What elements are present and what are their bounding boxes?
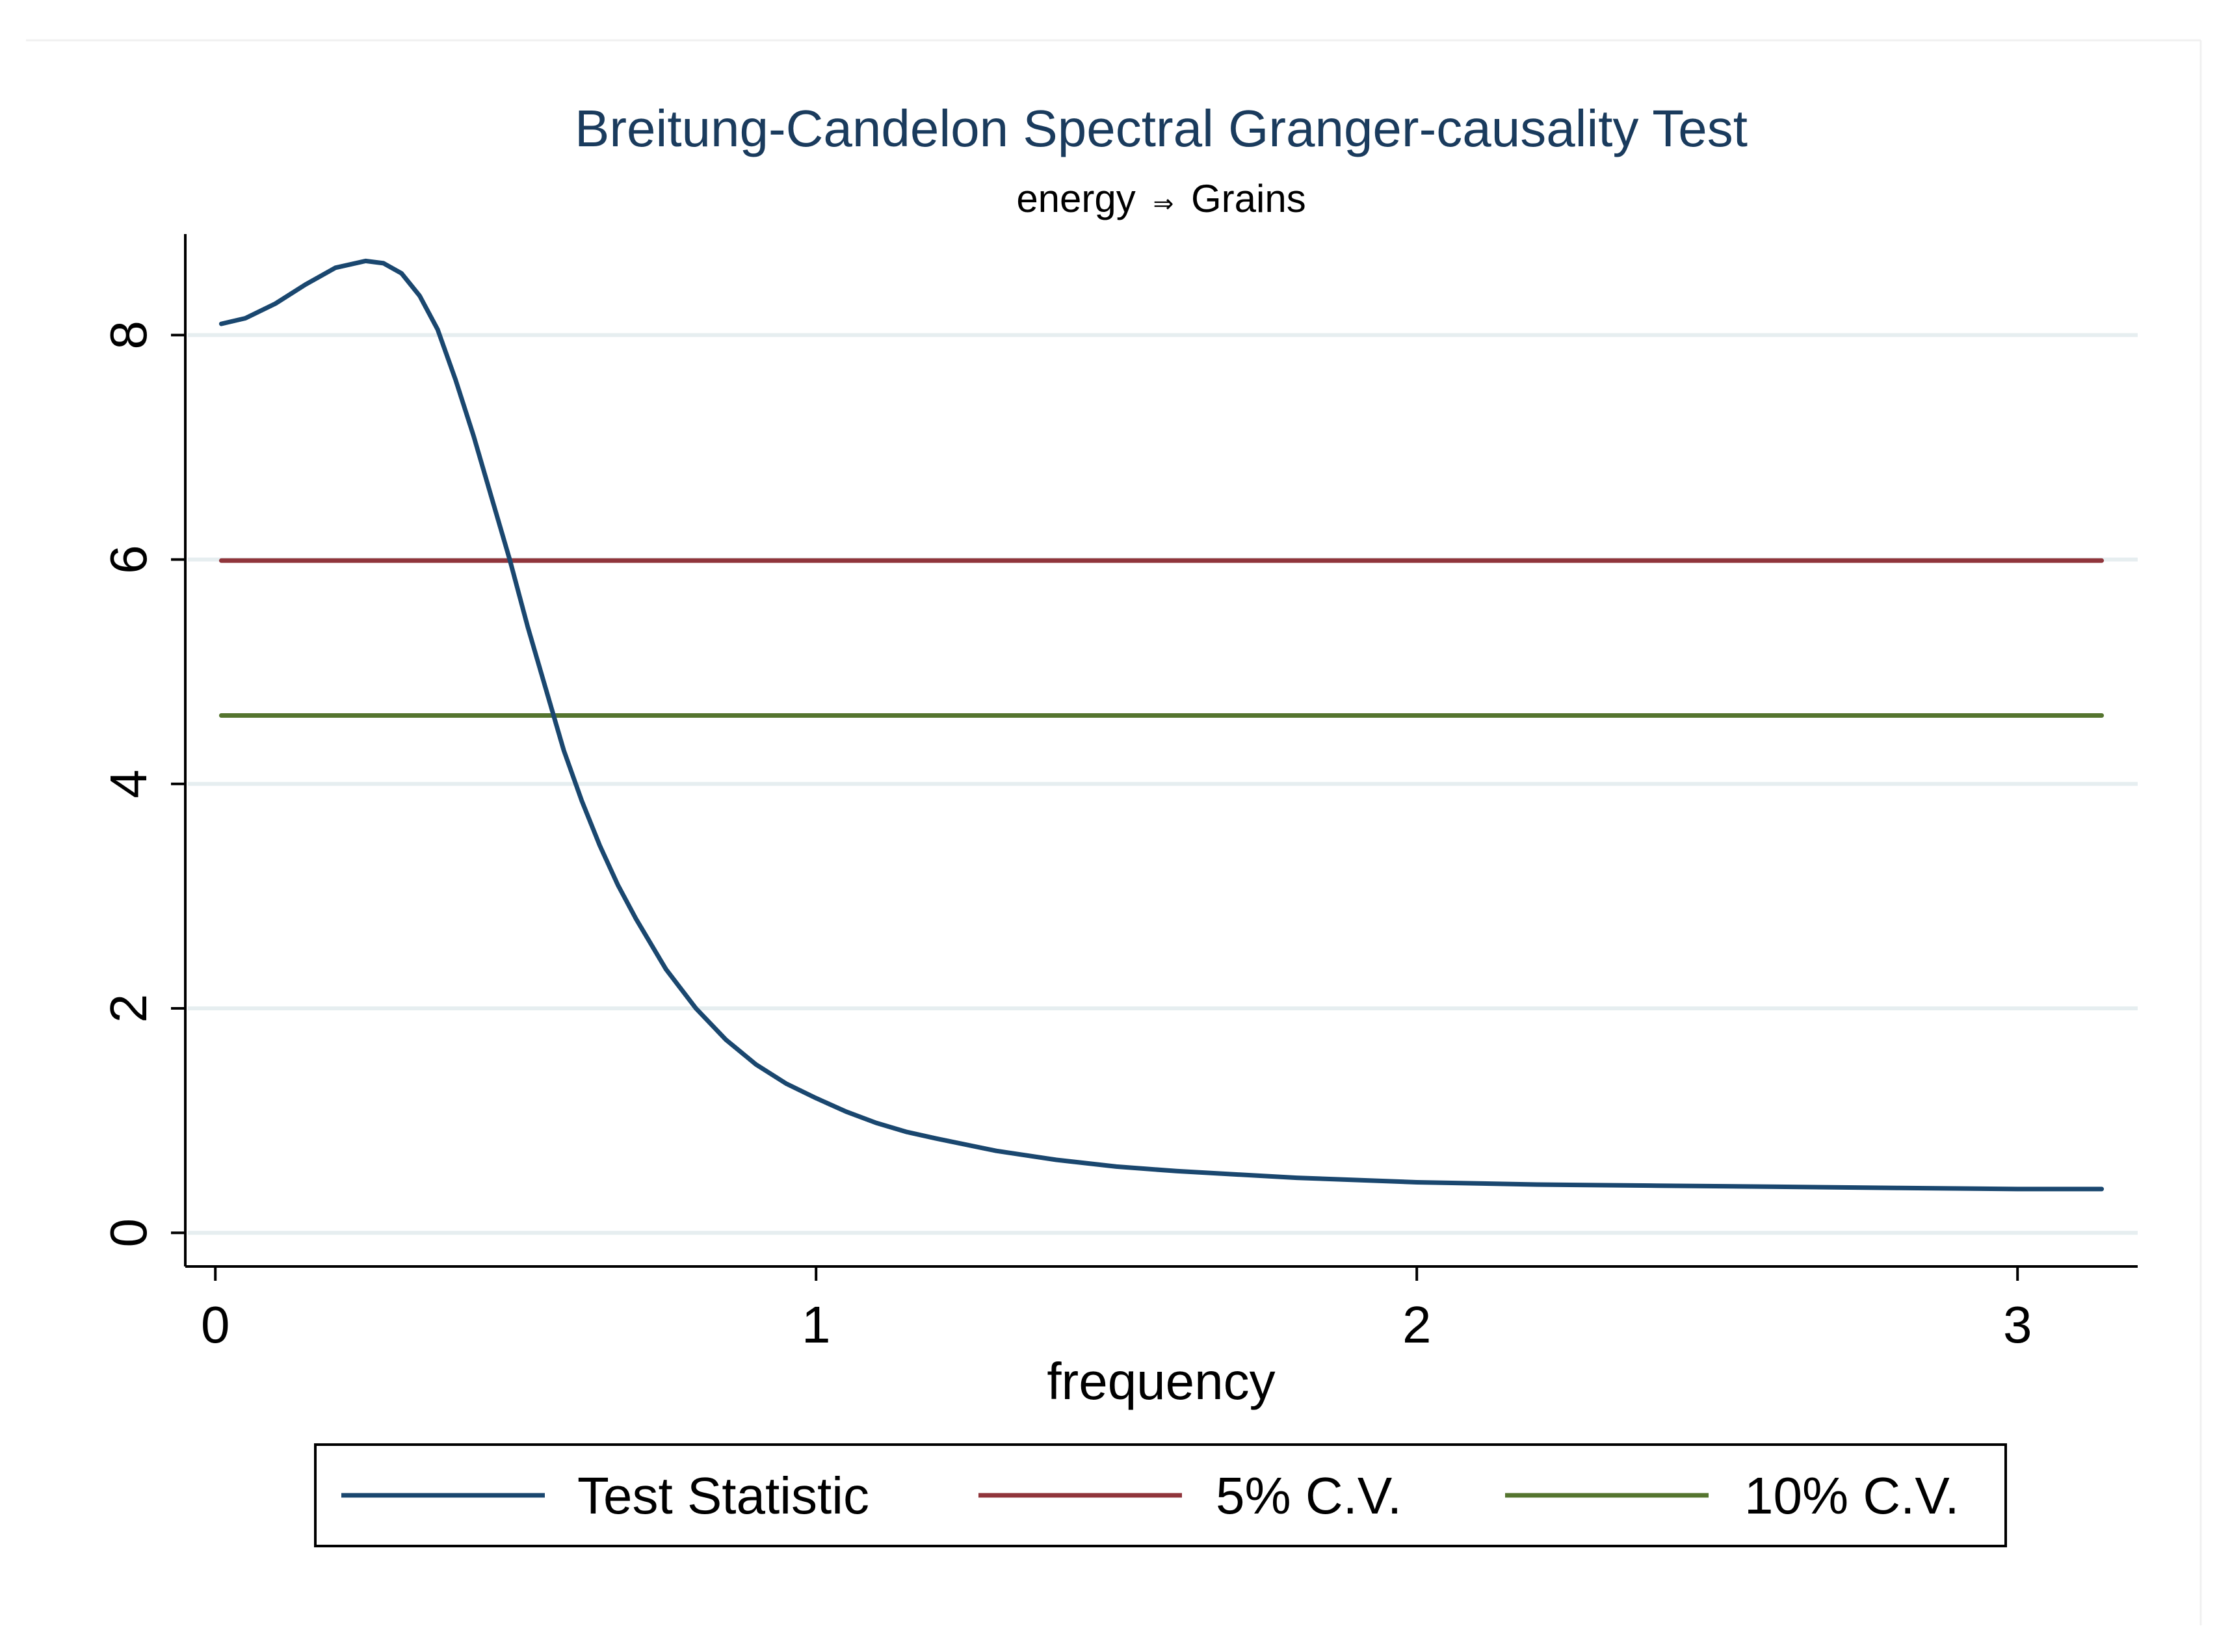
legend-label-10pct-cv: 10% C.V. — [1744, 1467, 1960, 1525]
legend-label-5pct-cv: 5% C.V. — [1216, 1467, 1402, 1525]
y-ticks: 0 2 4 6 8 — [99, 321, 185, 1247]
x-tick-label: 3 — [2003, 1296, 2032, 1354]
chart-subtitle: energy ⇒ Grains — [1016, 177, 1305, 220]
axes — [184, 234, 2138, 1268]
series-lines — [218, 258, 2105, 1192]
subtitle-to: Grains — [1191, 177, 1306, 220]
y-tick-label: 8 — [99, 321, 157, 350]
legend-label-test-statistic: Test Statistic — [577, 1467, 869, 1525]
x-tick-label: 0 — [201, 1296, 230, 1354]
chart-title: Breitung-Candelon Spectral Granger-causa… — [575, 99, 1748, 157]
legend: Test Statistic 5% C.V. 10% C.V. — [314, 1443, 2007, 1547]
x-axis-label: frequency — [1047, 1352, 1275, 1410]
subtitle-from: energy — [1016, 177, 1135, 220]
x-ticks: 0 1 2 3 — [201, 1266, 2032, 1354]
subtitle-arrow: ⇒ — [1153, 190, 1174, 218]
y-tick-label: 0 — [99, 1218, 157, 1248]
series-line-test-statistic — [218, 258, 2105, 1192]
x-tick-label: 2 — [1402, 1296, 1432, 1354]
x-tick-label: 1 — [802, 1296, 831, 1354]
y-tick-label: 6 — [99, 545, 157, 574]
y-tick-label: 2 — [99, 994, 157, 1023]
y-tick-label: 4 — [99, 770, 157, 799]
